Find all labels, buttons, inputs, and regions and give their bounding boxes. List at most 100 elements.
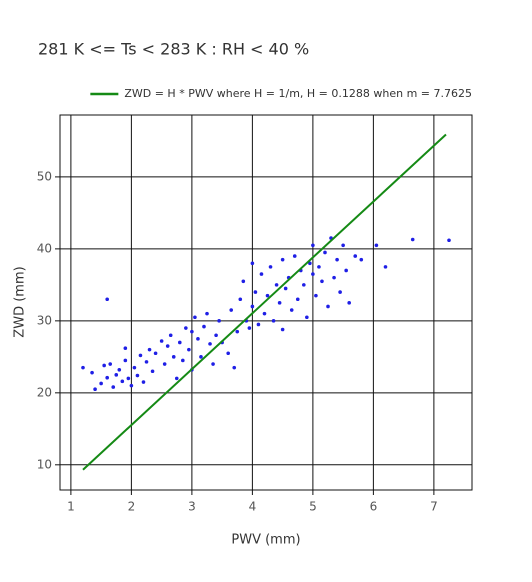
point [199,355,203,359]
y-tick-label: 10 [37,457,52,471]
point [144,360,149,364]
point [208,342,212,346]
point [123,358,128,363]
point [99,381,103,386]
point [93,387,97,392]
point [205,311,209,316]
point [268,265,273,269]
point [323,250,327,255]
point [289,308,294,312]
point [181,358,185,363]
point [383,265,388,269]
point [177,340,182,345]
point [305,315,309,320]
point [123,346,128,351]
point [159,339,164,343]
point [232,365,237,370]
point [317,265,321,269]
y-tick-label: 30 [37,313,52,327]
x-axis-label: PWV (mm) [231,533,300,548]
point [344,268,348,273]
x-tick-label: 6 [370,500,378,514]
point [326,304,330,309]
y-tick-label: 20 [37,385,52,399]
point [265,293,270,298]
y-axis-label: ZWD (mm) [13,266,28,337]
point [292,254,297,258]
point [174,376,179,381]
point [105,297,109,302]
point [117,367,122,372]
plot-frame [59,114,473,491]
point [256,322,261,327]
y-tick-label: 50 [37,169,52,183]
point [150,369,155,374]
x-tick-label: 3 [188,500,196,514]
point [274,283,279,287]
point [162,362,167,366]
point [138,353,143,358]
point [241,279,246,284]
point [271,319,276,323]
point [202,324,206,329]
point [311,272,315,276]
point [253,290,258,294]
point [338,290,342,294]
point [217,319,221,323]
point [341,243,345,248]
point [187,347,191,352]
point [235,329,240,334]
point [295,297,300,302]
point [193,315,197,320]
point [168,333,173,338]
point [108,362,113,366]
point [359,257,364,262]
point [374,243,379,248]
point [247,326,252,330]
line [82,133,447,471]
point [132,365,137,370]
point [171,355,176,359]
y-tick-label: 40 [37,241,52,255]
point [250,304,255,309]
point [410,237,415,242]
point [196,337,200,341]
point [311,243,315,248]
point [105,375,109,380]
point [190,329,194,334]
x-tick-label: 5 [309,500,317,514]
point [90,370,94,375]
point [277,301,282,305]
point [262,311,267,316]
point [165,344,170,348]
point [226,351,230,356]
point [335,257,339,262]
point [280,327,285,332]
point [147,347,152,352]
point [211,362,215,366]
legend-label: ZWD = H * PWV where H = 1/m, H = 0.1288 … [124,87,472,100]
point [102,363,106,368]
point [447,238,451,243]
point [302,283,306,287]
point [111,385,116,389]
x-tick-label: 2 [128,500,136,514]
point [238,297,243,302]
point [135,373,140,378]
point [332,275,336,280]
point [153,351,158,356]
point [114,373,119,377]
point [81,365,85,370]
point [214,333,218,338]
point [353,254,358,258]
x-tick-label: 7 [430,500,438,514]
point [120,379,125,384]
x-tick-label: 1 [67,500,75,514]
chart-title: 281 K <= Ts < 283 K : RH < 40 % [38,40,309,59]
point [126,376,131,381]
point [141,380,146,384]
point [283,286,288,291]
point [184,326,188,330]
